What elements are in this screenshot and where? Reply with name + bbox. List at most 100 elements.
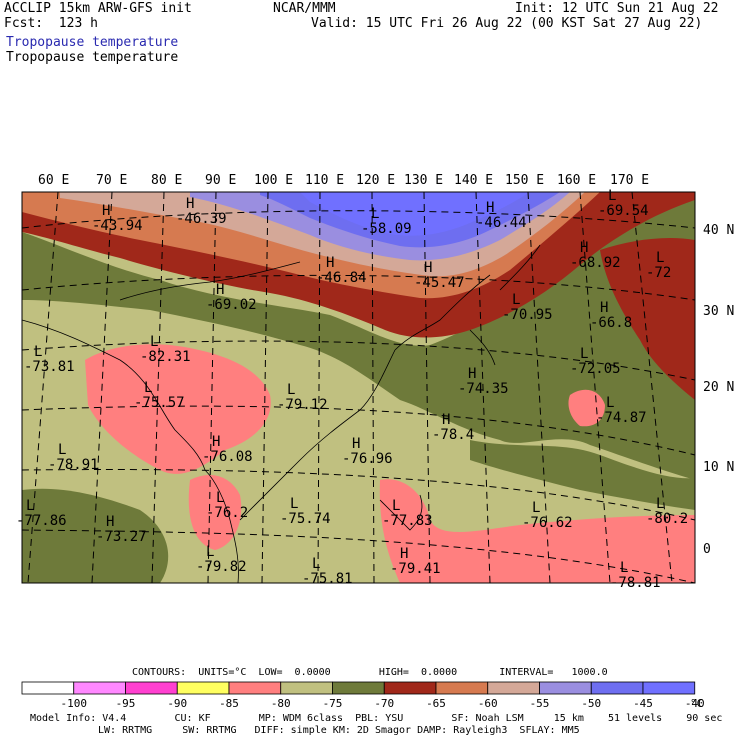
- extremum-letter: L: [58, 442, 66, 458]
- colorbar-label: -60: [478, 697, 498, 710]
- colorbar-label: -50: [581, 697, 601, 710]
- coastline: [469, 329, 496, 366]
- extremum-value: -43.94: [92, 218, 143, 234]
- extremum-letter: L: [371, 206, 379, 222]
- extremum-value: -78.81: [610, 575, 661, 591]
- colorbar-label: -80: [271, 697, 291, 710]
- init-time: Init: 12 UTC Sun 21 Aug 22: [515, 1, 719, 16]
- extremum-letter: H: [186, 196, 194, 212]
- extremum-letter: H: [106, 514, 114, 530]
- coastline: [21, 319, 206, 471]
- extremum-high: H-74.35: [458, 366, 509, 397]
- coastline: [119, 261, 301, 301]
- extremum-value: -74.35: [458, 381, 509, 397]
- extremum-letter: L: [532, 500, 540, 516]
- extremum-letter: H: [580, 240, 588, 256]
- colorbar-swatch: [21, 681, 75, 695]
- extremum-value: -72: [646, 265, 671, 281]
- extremum-letter: H: [442, 412, 450, 428]
- extremum-high: H-76.96: [342, 436, 393, 467]
- colorbar-label: -70: [374, 697, 394, 710]
- extremum-letter: L: [144, 380, 152, 396]
- colorbar: -100 -95 -90 -85 -80 -75 -70 -65 -60 -55 -50 -45 -40…: [21, 681, 705, 710]
- longitude-label: 130 E: [404, 173, 443, 188]
- longitude-label: 160 E: [557, 173, 596, 188]
- extremum-letter: L: [656, 496, 664, 512]
- longitude-label: 100 E: [254, 173, 293, 188]
- extremum-value: -66.8: [590, 315, 632, 331]
- extremum-low: L-79.12: [277, 382, 328, 413]
- longitude-label: 120 E: [356, 173, 395, 188]
- fill-region-dark-red-east: [600, 238, 695, 400]
- extremum-high: H-69.02: [206, 282, 257, 313]
- latitude-label: 10 N: [703, 460, 734, 475]
- extremum-value: -79.82: [196, 559, 247, 575]
- extremum-low: L-72: [646, 250, 671, 281]
- extremum-value: -79.12: [277, 397, 328, 413]
- extremum-low: L-75.74: [280, 496, 331, 527]
- graticule-line: [317, 191, 321, 584]
- extremum-letter: H: [424, 260, 432, 276]
- extremum-high: H-78.4: [432, 412, 474, 443]
- extremum-value: -69.02: [206, 297, 257, 313]
- extremum-value: -79.41: [390, 561, 441, 577]
- coastline: [394, 274, 491, 351]
- extremum-high: H-46.39: [176, 196, 227, 227]
- colorbar-label: -40: [685, 697, 705, 710]
- extremum-value: -46.39: [176, 211, 227, 227]
- coastline: [204, 469, 239, 584]
- fill-region-bright-blue: [300, 192, 530, 236]
- graticule-line: [631, 191, 673, 584]
- extremum-value: -73.81: [24, 359, 75, 375]
- extremum-letter: L: [620, 560, 628, 576]
- extremum-letter: L: [150, 334, 158, 350]
- graticule-line: [371, 191, 375, 584]
- valid-time: Valid: 15 UTC Fri 26 Aug 22 (00 KST Sat …: [311, 16, 703, 31]
- extremum-letter: L: [656, 250, 664, 266]
- extremum-value: -46.44: [476, 215, 527, 231]
- colorbar-swatch: [176, 681, 230, 695]
- extremum-low: L-79.82: [196, 544, 247, 575]
- extremum-value: -78.91: [48, 457, 99, 473]
- longitude-labels: 60 E 70 E 80 E 90 E 100 E 110 E 120 E 130 E 140 …: [38, 173, 649, 188]
- extremum-letter: L: [392, 498, 400, 514]
- graticule-line: [579, 191, 611, 584]
- graticule-line: [475, 191, 491, 584]
- colorbar-swatch: [125, 681, 178, 695]
- extremum-letter: H: [326, 255, 334, 271]
- extremum-low: L-74.87: [596, 395, 647, 426]
- graticule-line: [207, 191, 217, 584]
- contour-info: CONTOURS: UNITS=°C LOW= 0.0000 HIGH= 0.0…: [132, 667, 608, 678]
- extremum-value: -72.05: [570, 361, 621, 377]
- extremum-value: -69.54: [598, 203, 649, 219]
- extremum-letter: H: [468, 366, 476, 382]
- longitude-label: 70 E: [96, 173, 127, 188]
- extremum-letter: L: [606, 395, 614, 411]
- extremum-low: L-58.09: [361, 206, 412, 237]
- colorbar-label: -85: [219, 697, 239, 710]
- extremum-value: -46.84: [316, 270, 367, 286]
- colorbar-swatch: [642, 681, 696, 695]
- extremum-letter: H: [216, 282, 224, 298]
- map-frame: [21, 191, 696, 584]
- extremum-low: L-75.81: [302, 556, 353, 587]
- extremum-high: H-73.27: [96, 514, 147, 545]
- field-title-primary: Tropopause temperature: [6, 35, 179, 50]
- extremum-value: -77.83: [382, 513, 433, 529]
- extremum-low: L-76.62: [522, 500, 573, 531]
- coastline: [499, 244, 541, 291]
- colorbar-swatch: [332, 681, 385, 695]
- fill-region-pink-india: [85, 344, 271, 474]
- field-title-secondary: Tropopause temperature: [6, 50, 179, 65]
- extremum-letter: L: [216, 490, 224, 506]
- graticule-line: [21, 529, 696, 584]
- extremum-low: L-77.86: [16, 498, 67, 529]
- model-title: ACCLIP 15km ARW-GFS init: [4, 1, 192, 16]
- coastline: [379, 494, 423, 531]
- colorbar-swatch: [539, 681, 592, 695]
- longitude-label: 170 E: [610, 173, 649, 188]
- coastline: [239, 349, 396, 521]
- model-info-line-2: LW: RRTMG SW: RRTMG DIFF: simple KM: 2D …: [98, 725, 580, 736]
- extremum-letter: L: [287, 382, 295, 398]
- fill-region-olive-north: [22, 200, 695, 480]
